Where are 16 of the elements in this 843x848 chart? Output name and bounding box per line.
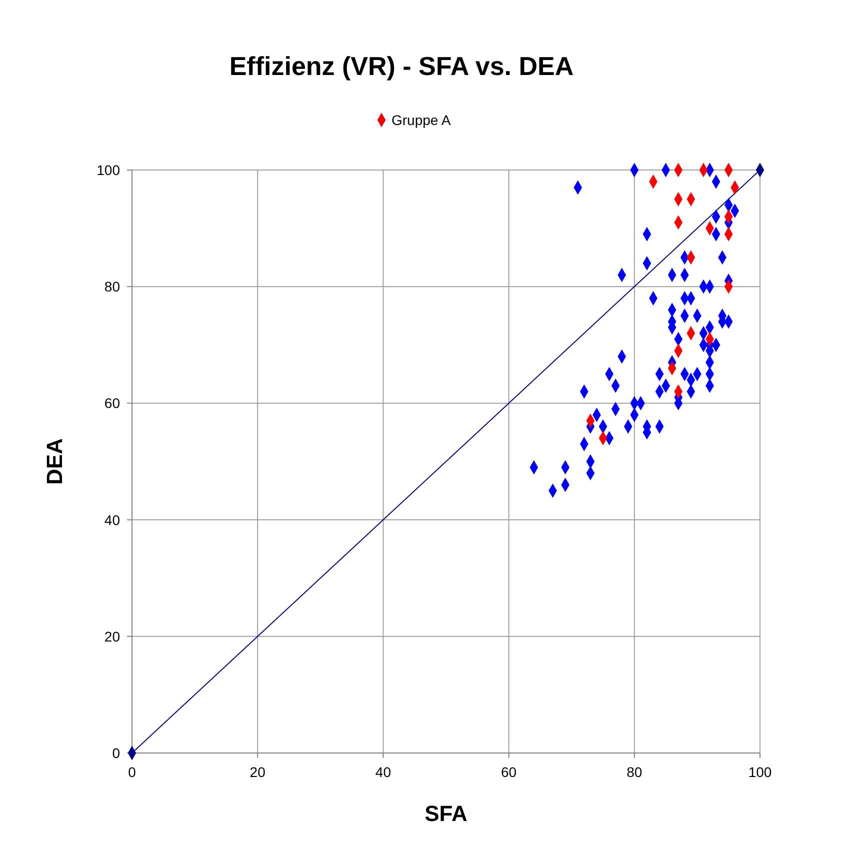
y-tick-label: 0: [112, 745, 120, 761]
y-tick-label: 20: [104, 628, 120, 644]
y-tick-label: 40: [104, 512, 120, 528]
x-tick-label: 0: [128, 764, 136, 780]
x-tick-label: 40: [375, 764, 392, 780]
legend-label: Gruppe A: [392, 112, 452, 128]
x-tick-label: 60: [501, 764, 517, 780]
chart-title: Effizienz (VR) - SFA vs. DEA: [229, 51, 574, 81]
y-tick-label: 80: [104, 278, 120, 295]
y-axis-title: DEA: [42, 438, 67, 485]
x-axis-title: SFA: [424, 801, 468, 826]
x-tick-label: 100: [748, 764, 772, 780]
x-tick-label: 20: [250, 764, 266, 780]
y-tick-label: 100: [96, 162, 120, 178]
y-tick-label: 60: [104, 395, 120, 412]
x-tick-label: 80: [626, 764, 642, 780]
